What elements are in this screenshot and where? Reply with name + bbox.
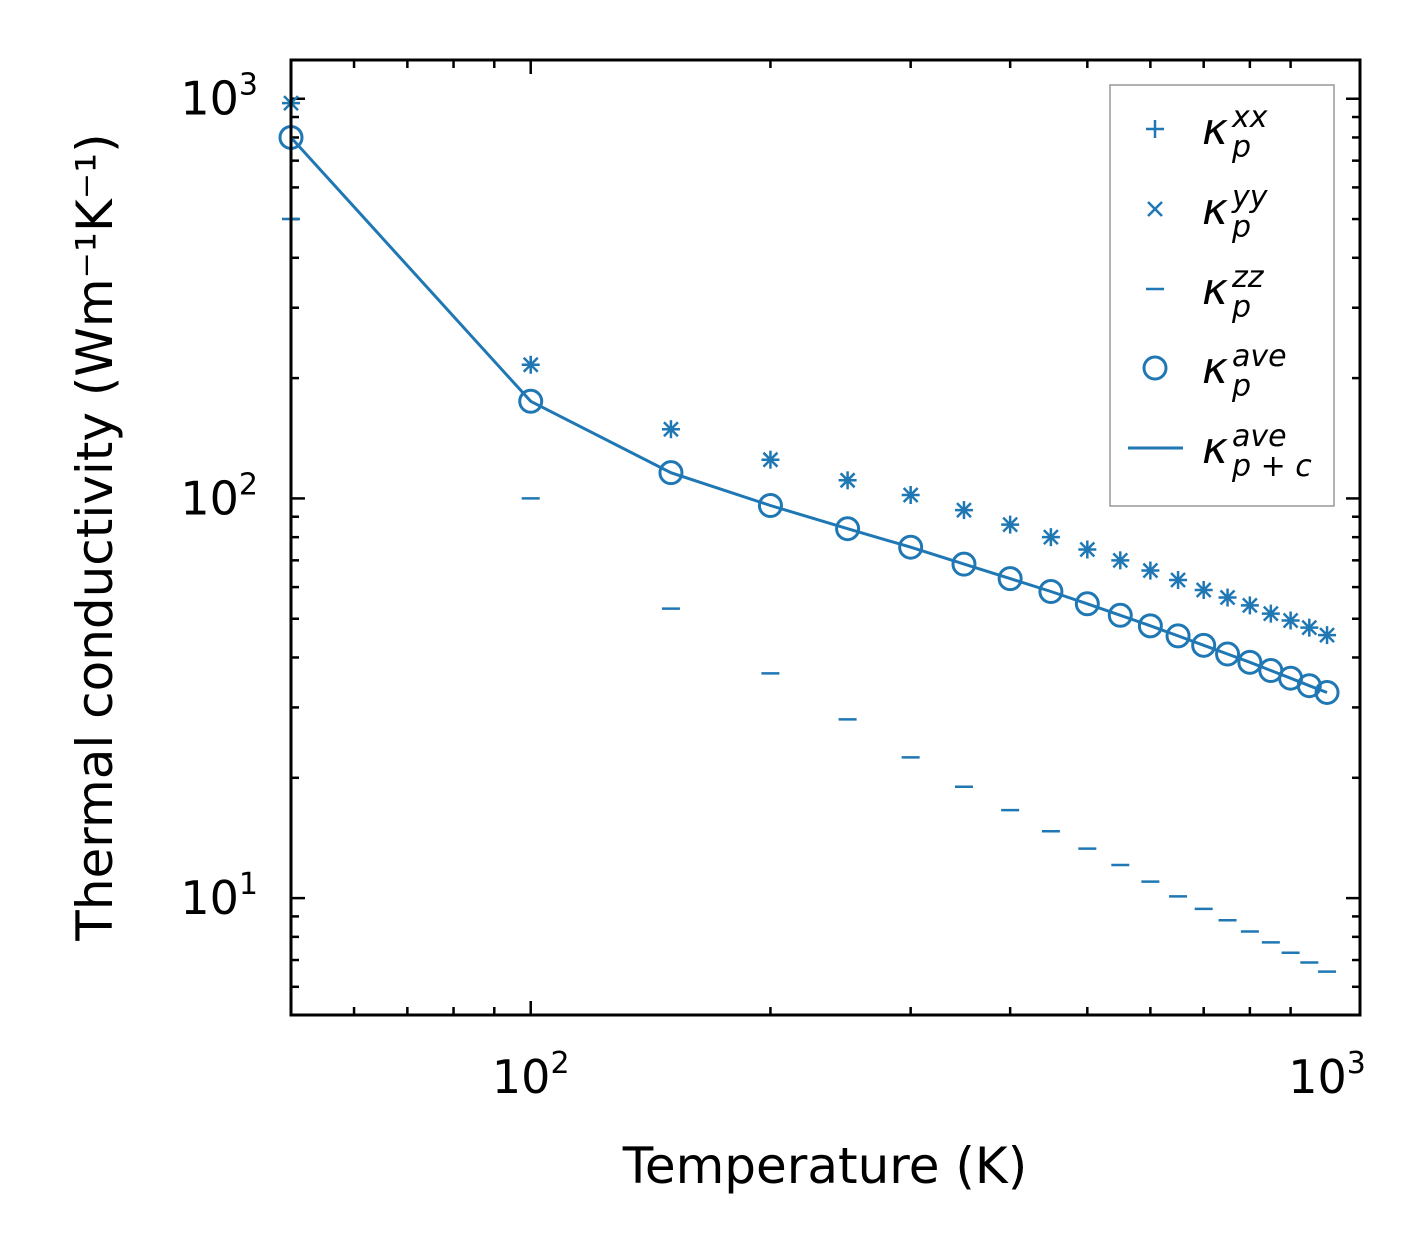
- data-point-kyy: [522, 356, 539, 373]
- y-tick-label: 101: [180, 867, 258, 925]
- data-point-kave: [1137, 613, 1163, 639]
- data-point-kyy: [1282, 612, 1299, 629]
- data-point-kyy: [1079, 541, 1096, 558]
- y-tick-label-exponent: 3: [239, 68, 258, 103]
- legend-symbol: κ: [1202, 264, 1228, 315]
- data-point-kave: [1165, 623, 1191, 649]
- data-point-kyy: [1042, 529, 1059, 546]
- data-point-kyy: [1142, 562, 1159, 579]
- data-point-kave: [835, 516, 861, 542]
- series-kzz: [282, 217, 1337, 973]
- x-tick-label-exponent: 3: [1347, 1046, 1366, 1081]
- data-point-kyy: [1262, 605, 1279, 622]
- series-line-kpc: [289, 136, 1328, 694]
- data-point-kave: [1314, 679, 1340, 705]
- data-point-kyy: [1002, 516, 1019, 533]
- legend-symbol: κ: [1202, 184, 1228, 235]
- data-point-kave: [951, 551, 977, 577]
- legend-subscript-kxx: p: [1231, 130, 1251, 165]
- legend-entry-kxx: κ xxp: [1146, 100, 1268, 165]
- legend-label-kyy: κ: [1202, 184, 1228, 235]
- legend-superscript-kave: ave: [1232, 339, 1287, 374]
- data-point-kyy: [1301, 619, 1318, 636]
- data-point-kave: [1191, 632, 1217, 658]
- legend-subscript-kpc: p + c: [1231, 449, 1312, 484]
- legend-superscript-kpc: ave: [1232, 419, 1287, 454]
- data-point-kave: [518, 388, 544, 414]
- legend-symbol: κ: [1202, 343, 1228, 394]
- x-tick-label-base: 10: [1288, 1050, 1347, 1104]
- data-point-kyy: [1241, 597, 1258, 614]
- legend-subscript-kave: p: [1231, 369, 1251, 404]
- legend-superscript-kzz: zz: [1231, 260, 1265, 295]
- series-kyy: [283, 95, 1335, 644]
- data-point-kave: [658, 460, 684, 486]
- legend-marker-kave: [1142, 355, 1168, 381]
- data-point-kave: [1215, 641, 1241, 667]
- data-point-kyy: [902, 487, 919, 503]
- y-tick-label-exponent: 1: [239, 867, 258, 902]
- legend-entry-kyy: κ yyp: [1147, 180, 1269, 245]
- x-tick-label: 102: [492, 1046, 570, 1104]
- data-point-kave: [757, 493, 783, 519]
- x-tick-label-exponent: 2: [550, 1046, 569, 1081]
- legend-frame: [1109, 84, 1335, 507]
- y-tick-label: 102: [180, 467, 258, 525]
- series-layer: [278, 94, 1340, 973]
- data-point-kyy: [1219, 589, 1236, 606]
- y-tick-label-base: 10: [180, 471, 239, 525]
- legend-entry-kzz: κ zzp: [1146, 260, 1265, 325]
- data-point-kyy: [839, 472, 856, 489]
- major-ticks: [291, 60, 1360, 1015]
- y-tick-label-base: 10: [180, 871, 239, 925]
- x-tick-label: 103: [1288, 1046, 1366, 1104]
- y-tick-label: 103: [180, 68, 258, 126]
- legend-symbol: κ: [1202, 104, 1228, 155]
- legend-subscript-kzz: p: [1231, 290, 1251, 325]
- legend-superscript-kyy: yy: [1231, 180, 1269, 215]
- y-tick-label-base: 10: [180, 72, 239, 126]
- data-point-kyy: [956, 502, 972, 518]
- x-tick-label-base: 10: [492, 1050, 551, 1104]
- data-point-kave: [898, 534, 924, 560]
- data-point-kave: [1038, 578, 1064, 604]
- data-point-kyy: [1195, 582, 1212, 598]
- data-point-kave: [1237, 649, 1263, 675]
- y-axis-title: Thermal conductivity (Wm⁻¹K⁻¹): [66, 133, 124, 941]
- data-point-kyy: [1112, 552, 1129, 569]
- data-point-kyy: [762, 451, 779, 468]
- data-point-kyy: [1170, 572, 1186, 588]
- plot-frame: [289, 58, 1362, 1017]
- legend-superscript-kxx: xx: [1231, 100, 1268, 135]
- data-point-kyy: [1319, 627, 1335, 644]
- legend-label-kzz: κ: [1202, 264, 1228, 315]
- legend-subscript-kyy: p: [1231, 210, 1251, 245]
- legend-marker-kxx: [1146, 120, 1164, 138]
- data-point-kave: [997, 566, 1023, 592]
- legend-label-kave: κ: [1202, 343, 1228, 394]
- data-point-kave: [1107, 602, 1133, 628]
- data-point-kyy: [663, 421, 679, 438]
- data-point-kave: [1074, 591, 1100, 617]
- legend-marker-kyy: [1147, 201, 1163, 217]
- x-axis-title: Temperature (K): [622, 1137, 1027, 1195]
- y-tick-label-exponent: 2: [239, 467, 258, 502]
- legend-label-kxx: κ: [1202, 104, 1228, 155]
- legend-label-kpc: κ: [1202, 423, 1228, 474]
- legend-symbol: κ: [1202, 423, 1228, 474]
